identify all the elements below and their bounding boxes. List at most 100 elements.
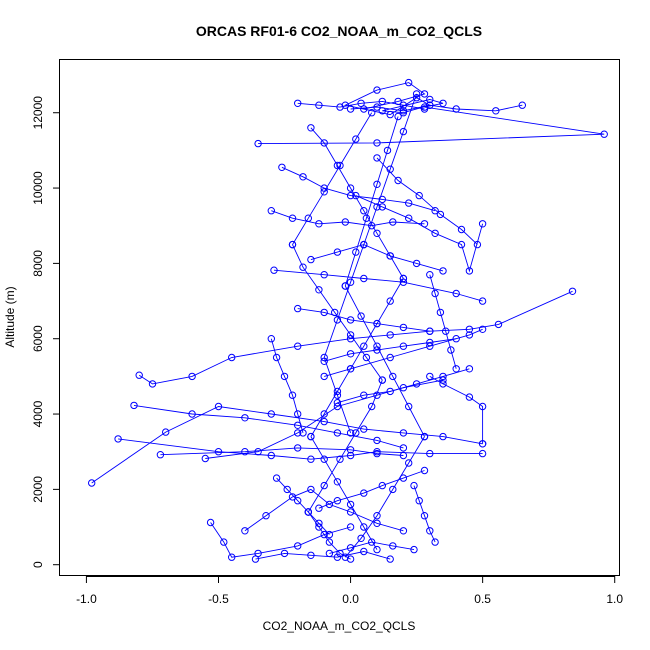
data-point (320, 417, 328, 426)
data-point (368, 402, 376, 411)
y-tick-label: 0 (31, 561, 45, 568)
data-point (320, 139, 328, 147)
data-point (214, 448, 223, 456)
data-point (389, 218, 397, 226)
data-point (399, 127, 408, 136)
data-point (457, 225, 466, 234)
data-point (420, 432, 429, 441)
data-point (386, 387, 394, 396)
series-line-36 (276, 477, 330, 535)
data-point (378, 376, 386, 384)
data-point (373, 436, 381, 445)
data-point (333, 391, 342, 399)
data-point (320, 308, 328, 317)
data-point (346, 555, 355, 563)
data-point (368, 109, 376, 117)
series-line-32 (344, 436, 425, 558)
data-point (88, 479, 96, 487)
data-point (426, 372, 434, 381)
data-point (294, 497, 302, 505)
data-point (352, 429, 360, 437)
data-point (320, 410, 328, 418)
series-line-19 (376, 157, 478, 245)
data-point (228, 553, 236, 561)
x-tick-label: 0.0 (342, 592, 359, 606)
data-point (320, 271, 328, 279)
data-point (325, 500, 334, 509)
data-point (188, 410, 196, 418)
data-point (346, 184, 355, 192)
data-point (431, 229, 439, 238)
series-line-21 (324, 328, 483, 377)
data-point (162, 428, 170, 436)
data-point (399, 444, 408, 452)
series-line-8 (210, 522, 351, 558)
data-point (360, 425, 368, 433)
data-point (336, 455, 344, 463)
data-point (320, 372, 328, 381)
data-point (320, 188, 328, 196)
data-point (399, 342, 408, 350)
data-point (241, 448, 249, 456)
data-point (426, 338, 434, 347)
data-point (341, 218, 349, 226)
data-point (267, 335, 275, 343)
data-point (439, 99, 447, 108)
data-point (420, 512, 429, 520)
data-point (333, 399, 342, 407)
data-point (206, 518, 215, 527)
series-line-35 (270, 338, 304, 434)
data-point (457, 240, 466, 249)
series-line-20 (355, 195, 484, 273)
series-line-14 (324, 338, 457, 362)
data-point (346, 365, 355, 373)
data-point (383, 146, 392, 155)
data-point (325, 549, 334, 558)
y-axis-title: Altitude (m) (3, 286, 17, 347)
data-point (188, 372, 196, 381)
data-point (389, 372, 397, 381)
x-tick-label: -0.5 (208, 592, 229, 606)
y-tick-label: 4000 (31, 400, 45, 427)
data-point (378, 195, 386, 204)
data-point (399, 527, 408, 535)
data-point (307, 124, 315, 132)
data-point (307, 485, 315, 494)
data-point (331, 308, 339, 317)
data-point (315, 101, 323, 109)
data-point (333, 316, 342, 324)
data-point (283, 485, 291, 494)
data-point (325, 530, 334, 539)
data-point (299, 263, 307, 271)
data-point (325, 538, 334, 546)
data-point (254, 139, 262, 148)
data-point (352, 248, 360, 256)
y-tick-label: 12000 (31, 96, 45, 130)
data-point (315, 504, 323, 512)
data-point (270, 266, 278, 274)
series-line-0 (258, 82, 605, 145)
data-point (315, 286, 323, 294)
data-point (436, 308, 445, 317)
data-point (478, 449, 487, 458)
data-point (439, 267, 447, 275)
data-point (360, 240, 368, 249)
series-line-18 (329, 541, 415, 554)
data-point (389, 542, 397, 550)
data-point (386, 353, 394, 362)
data-point (294, 429, 302, 437)
data-point (399, 274, 408, 283)
data-point (294, 304, 302, 313)
data-point (478, 440, 487, 448)
data-point (352, 191, 360, 200)
data-point (399, 107, 408, 115)
series-line-39 (297, 100, 425, 110)
series-line-34 (323, 244, 365, 434)
data-point (368, 538, 376, 546)
data-point (333, 478, 342, 486)
data-point (431, 289, 439, 298)
data-point (452, 105, 460, 113)
data-point (426, 527, 434, 535)
data-point (254, 448, 262, 456)
